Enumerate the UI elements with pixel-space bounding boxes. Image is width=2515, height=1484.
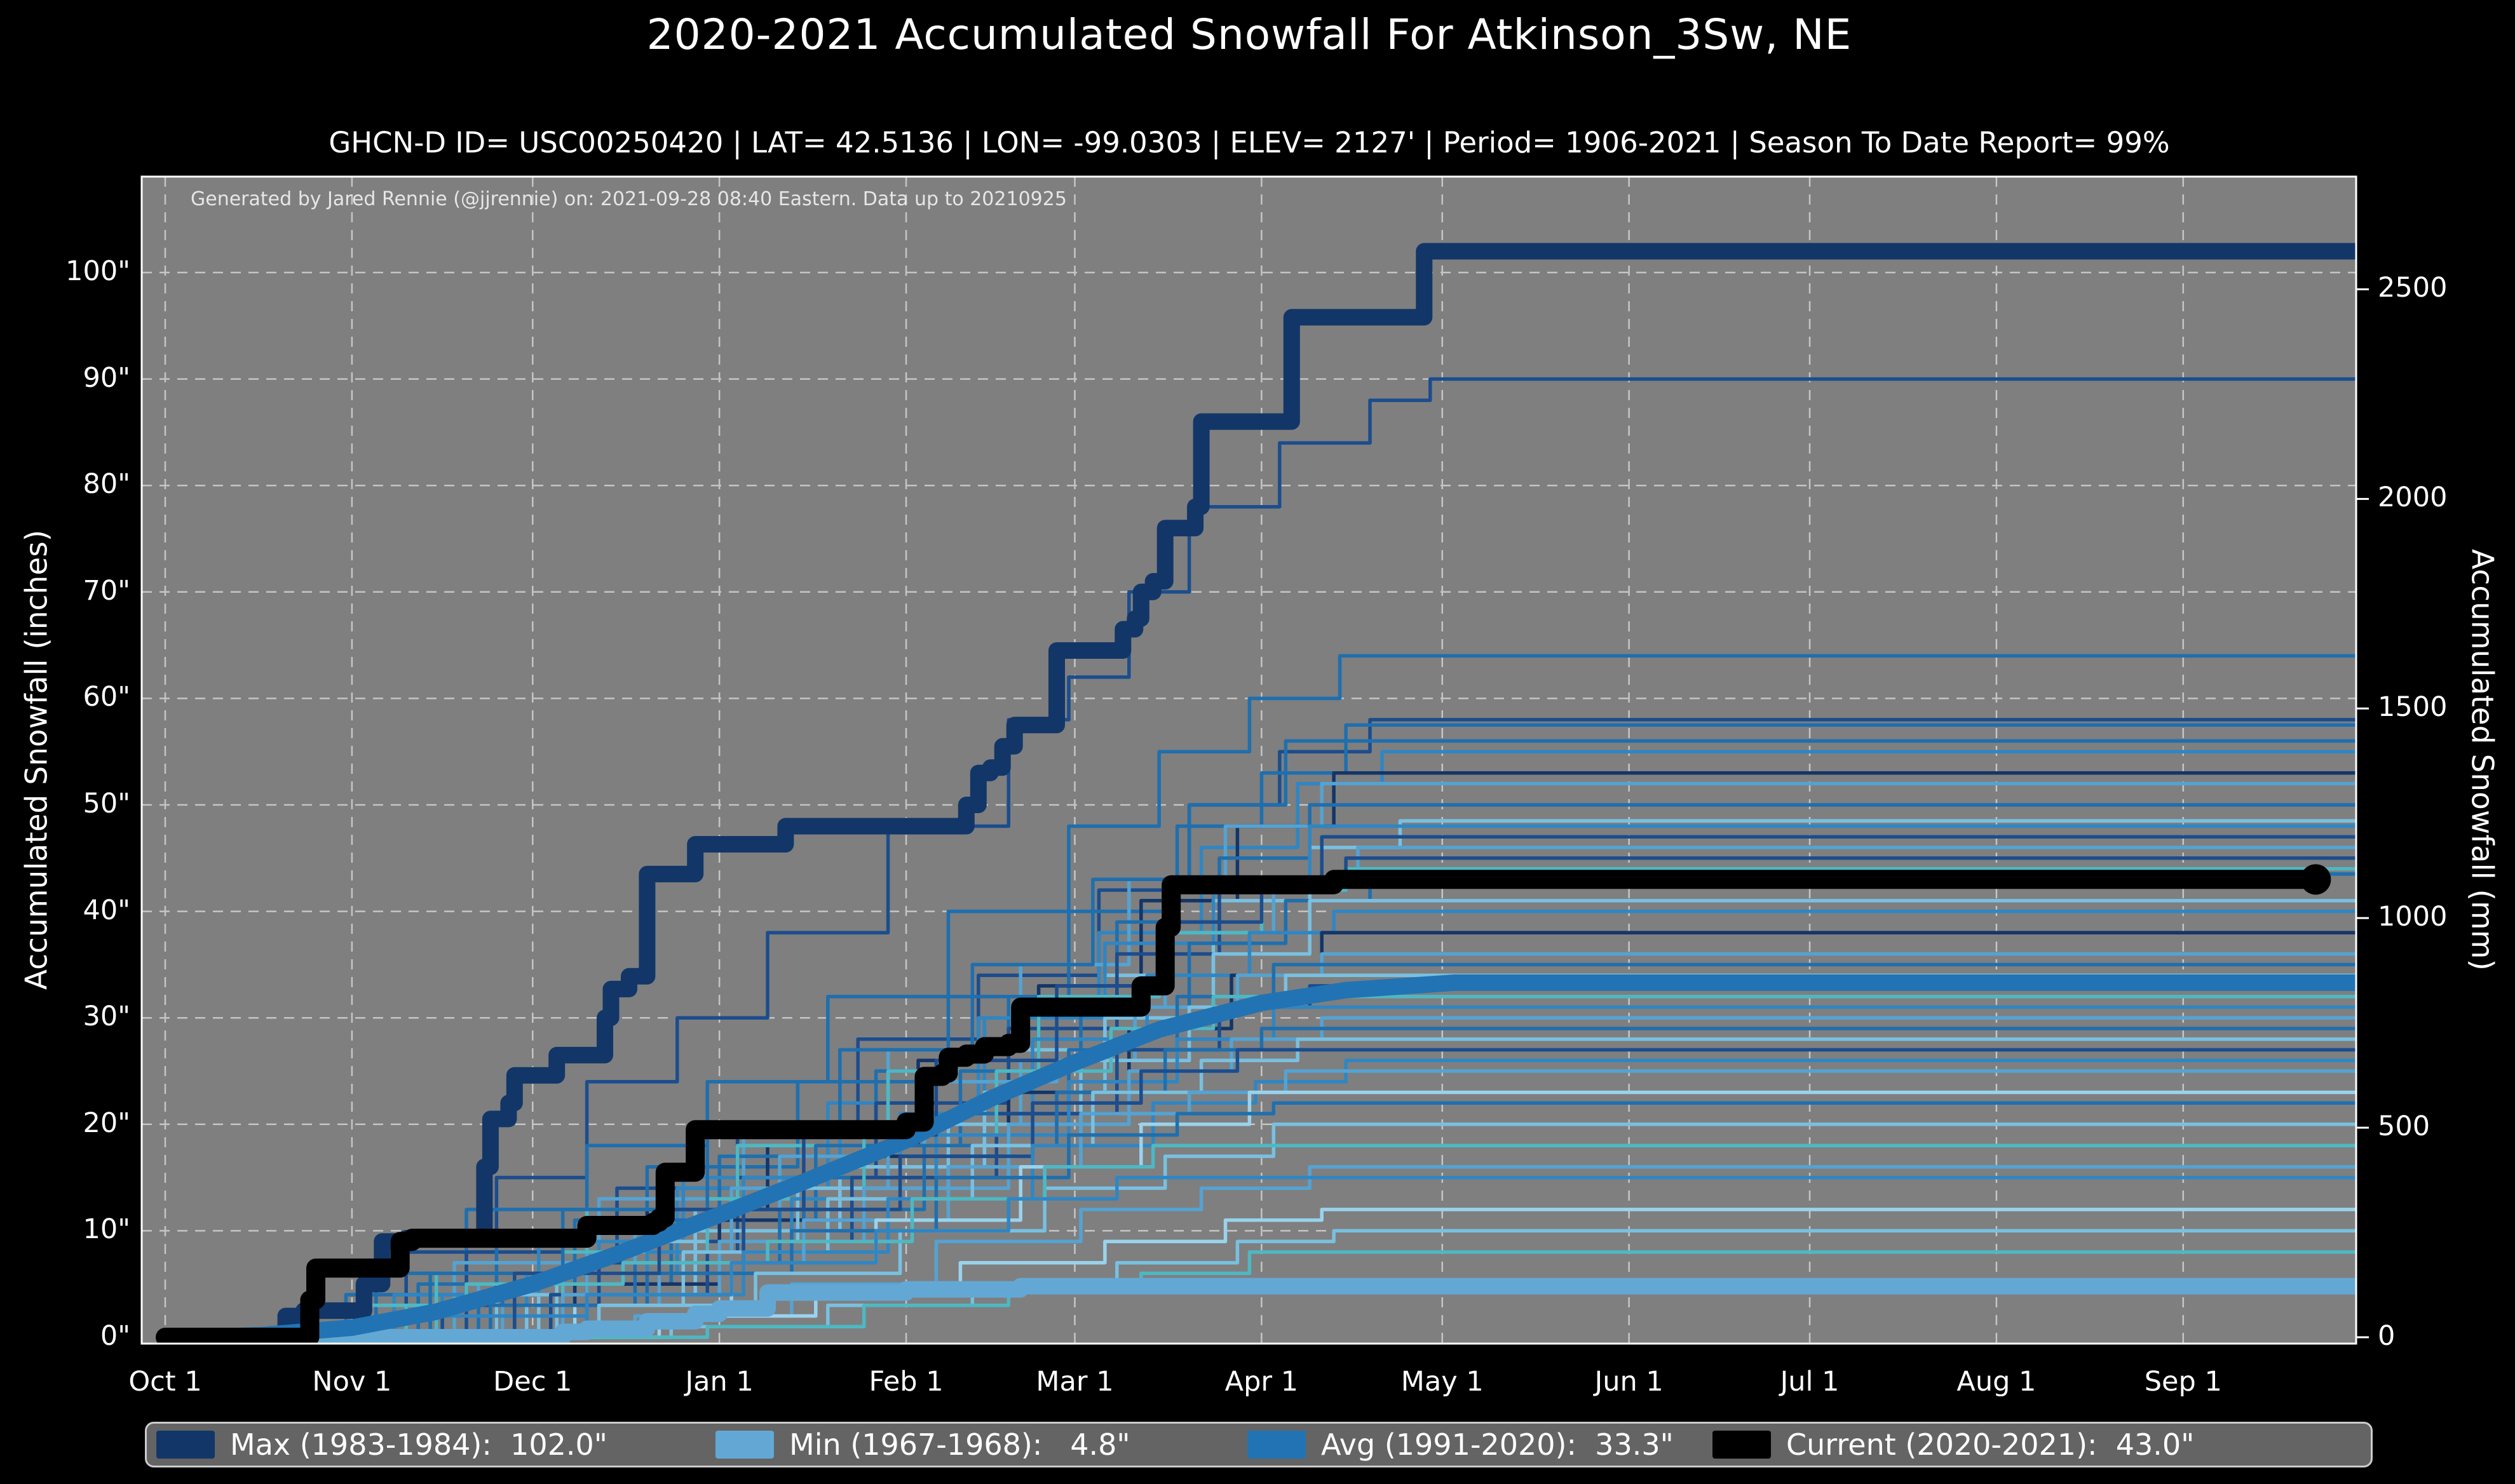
legend-item: Min (1967-1968): 4.8"	[715, 1426, 1130, 1464]
axes-frame	[140, 175, 2357, 1345]
legend-item: Max (1983-1984): 102.0"	[156, 1426, 607, 1464]
y-tick-label-inches: 90"	[83, 361, 131, 394]
legend-color-swatch	[156, 1431, 215, 1459]
y-tick-label-inches: 60"	[83, 681, 131, 713]
x-tick-label-month: Dec 1	[493, 1366, 573, 1398]
x-tick-label-month: Oct 1	[128, 1366, 202, 1398]
legend-label: Max (1983-1984): 102.0"	[230, 1427, 607, 1462]
y-tick-label-inches: 40"	[83, 894, 131, 926]
x-tick-label-month: Mar 1	[1036, 1366, 1114, 1398]
x-tick-label-month: Nov 1	[312, 1366, 392, 1398]
y-tick-label-inches: 10"	[83, 1213, 131, 1246]
chart-title: 2020-2021 Accumulated Snowfall For Atkin…	[646, 10, 1852, 59]
legend: Max (1983-1984): 102.0" Min (1967-1968): …	[145, 1422, 2373, 1467]
y-tick-label-inches: 50"	[83, 788, 131, 820]
x-tick-label-month: Sep 1	[2144, 1366, 2222, 1398]
legend-item: Current (2020-2021): 43.0"	[1712, 1426, 2194, 1464]
y-tick-label-mm: 1500	[2378, 691, 2448, 724]
y-tick-label-inches: 100"	[65, 255, 130, 287]
generated-by-annotation: Generated by Jared Rennie (@jjrennie) on…	[191, 188, 1067, 210]
x-tick-label-month: May 1	[1400, 1366, 1484, 1398]
legend-label: Min (1967-1968): 4.8"	[789, 1427, 1130, 1462]
y-tick-label-mm: 0	[2378, 1320, 2396, 1352]
x-tick-label-month: Apr 1	[1224, 1366, 1299, 1398]
right-axis-tick-marks	[2356, 288, 2369, 1339]
x-tick-label-month: Jun 1	[1594, 1366, 1664, 1398]
historical-year-line	[346, 1101, 2356, 1339]
main-series-lines	[156, 243, 2356, 1344]
legend-item: Avg (1991-2020): 33.3"	[1247, 1426, 1674, 1464]
x-tick-label-month: Aug 1	[1956, 1366, 2037, 1398]
legend-color-swatch	[715, 1431, 774, 1459]
y-tick-label-mm: 1000	[2378, 901, 2448, 933]
historical-year-line	[285, 1175, 2356, 1339]
y-tick-label-mm: 500	[2378, 1110, 2430, 1143]
y-tick-label-mm: 2000	[2378, 482, 2448, 514]
legend-color-swatch	[1247, 1431, 1306, 1459]
y-tick-label-inches: 0"	[100, 1320, 130, 1352]
legend-color-swatch	[1712, 1431, 1771, 1459]
series-line-min-1967-1968	[157, 1278, 2356, 1344]
series-line-current-2020-2021	[156, 870, 2326, 1344]
y-tick-label-inches: 80"	[83, 468, 131, 501]
plot-background	[142, 177, 2356, 1344]
y-tick-label-inches: 20"	[83, 1107, 131, 1139]
legend-label: Current (2020-2021): 43.0"	[1786, 1427, 2195, 1462]
current-season-end-dot	[2300, 864, 2331, 895]
y-tick-label-mm: 2500	[2378, 272, 2448, 304]
y-tick-label-inches: 70"	[83, 574, 131, 607]
y-axis-label-mm: Accumulated Snowfall (mm)	[2464, 549, 2500, 971]
series-line-avg-1991-2020	[193, 974, 2356, 1344]
x-tick-label-month: Jan 1	[685, 1366, 754, 1398]
x-tick-label-month: Jul 1	[1780, 1366, 1840, 1398]
y-tick-label-inches: 30"	[83, 1001, 131, 1033]
x-tick-label-month: Feb 1	[869, 1366, 944, 1398]
legend-label: Avg (1991-2020): 33.3"	[1321, 1427, 1674, 1462]
station-metadata-subtitle: GHCN-D ID= USC00250420 | LAT= 42.5136 | …	[329, 126, 2170, 159]
